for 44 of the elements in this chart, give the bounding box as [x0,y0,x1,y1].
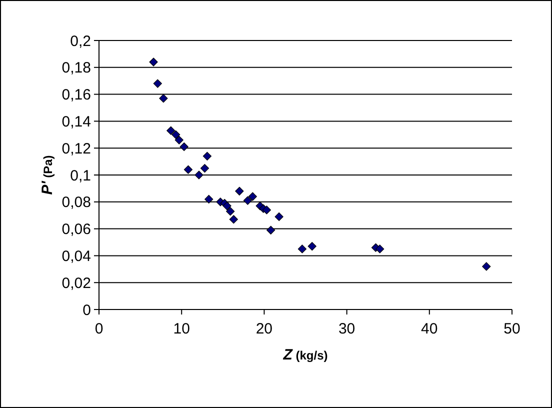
x-tick-label: 50 [504,320,520,338]
point [308,242,316,251]
point [482,262,491,271]
y-tick-label: 0 [82,302,91,319]
x-tick-label: 10 [173,320,190,338]
point [266,226,276,234]
point [159,94,168,103]
point [274,212,284,221]
point [226,207,235,216]
point [172,130,180,139]
x-tick-label: 40 [421,320,438,338]
point [153,79,162,88]
y-tick-label: 0,06 [62,221,91,238]
point [200,164,210,173]
point [180,142,188,152]
point [194,170,204,180]
point [262,206,271,214]
y-tick-label: 0,08 [62,194,91,212]
x-tick-label: 0 [94,320,104,338]
y-tick-label: 0,2 [70,32,91,50]
point [248,192,257,201]
point [174,136,184,144]
point [184,165,193,174]
point [229,215,238,224]
point [243,196,252,205]
point [235,186,244,196]
x-axis-title: Z (kg/s) [282,346,328,364]
point [204,194,214,204]
y-tick-label: 0,16 [62,86,91,104]
y-tick-label: 0,04 [62,248,91,265]
y-tick-label: 0,14 [62,113,91,130]
y-axis-title: P' (Pa) [39,155,56,195]
point [222,202,232,210]
x-tick-label: 30 [338,320,356,338]
y-tick-label: 0,1 [70,167,91,184]
y-tick-label: 0,02 [62,274,91,292]
point [202,152,212,160]
point [166,126,176,135]
x-tick-label: 20 [256,320,273,338]
y-tick-label: 0,12 [62,140,91,158]
y-tick-label: 0,18 [62,60,91,77]
point [149,58,158,66]
point [298,244,306,254]
point [376,244,384,254]
